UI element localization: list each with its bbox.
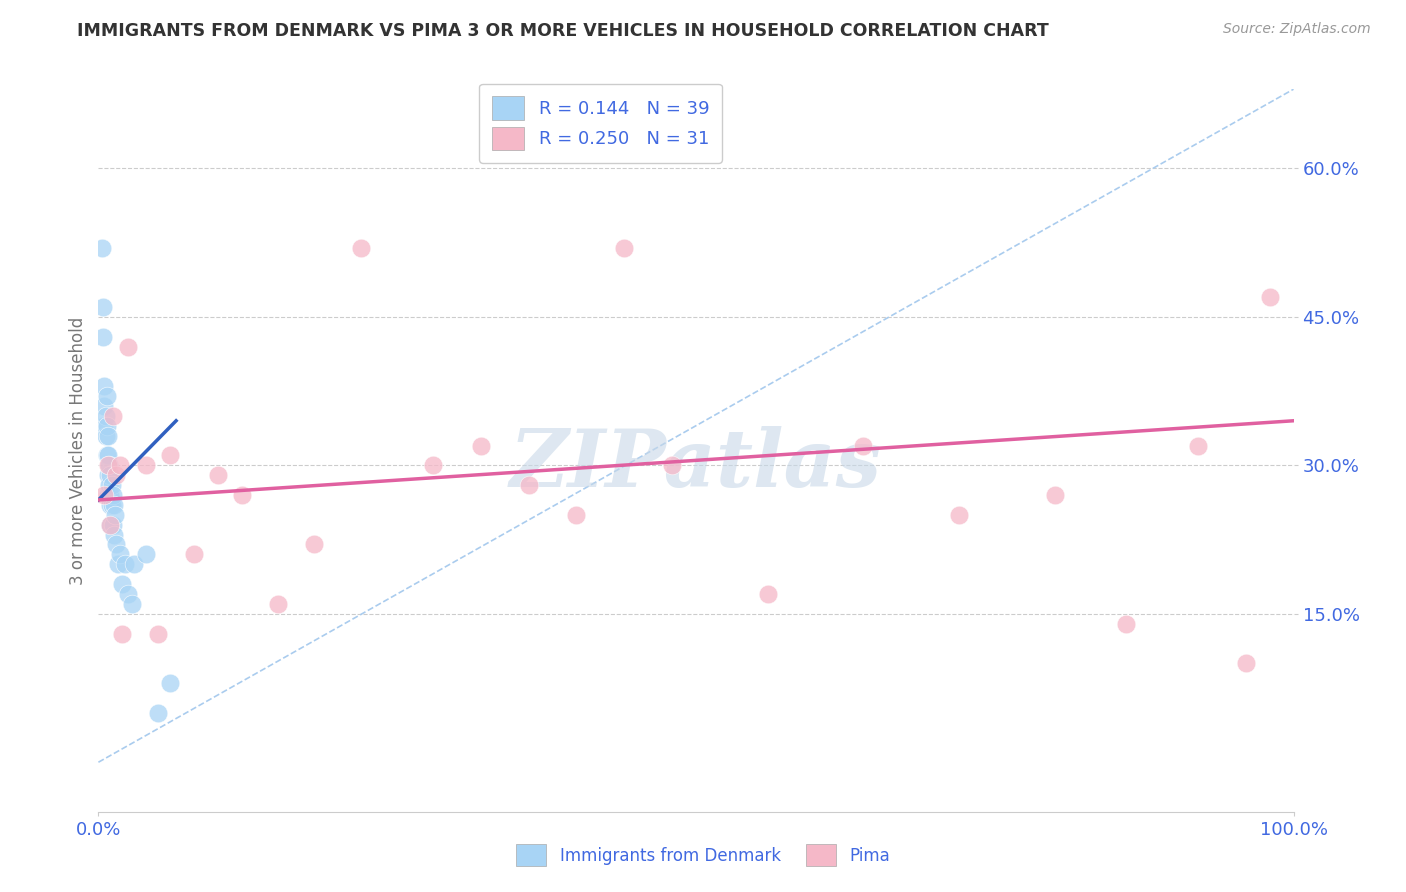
Point bbox=[96, 418, 118, 433]
Point bbox=[96, 389, 118, 403]
Point bbox=[97, 428, 120, 442]
Point bbox=[183, 548, 205, 562]
Point bbox=[94, 428, 117, 442]
Point bbox=[207, 468, 229, 483]
Point bbox=[948, 508, 970, 522]
Point bbox=[114, 558, 136, 572]
Point bbox=[1258, 290, 1281, 304]
Point bbox=[93, 488, 115, 502]
Text: IMMIGRANTS FROM DENMARK VS PIMA 3 OR MORE VEHICLES IN HOUSEHOLD CORRELATION CHAR: IMMIGRANTS FROM DENMARK VS PIMA 3 OR MOR… bbox=[77, 22, 1049, 40]
Point bbox=[98, 458, 121, 473]
Point bbox=[97, 488, 120, 502]
Point bbox=[104, 508, 127, 522]
Point bbox=[91, 300, 114, 314]
Point bbox=[124, 558, 146, 572]
Point bbox=[107, 558, 129, 572]
Point bbox=[91, 329, 114, 343]
Point bbox=[101, 488, 124, 502]
Point bbox=[100, 498, 122, 512]
Point bbox=[148, 706, 170, 720]
Point bbox=[97, 458, 120, 473]
Point bbox=[97, 449, 120, 463]
Point bbox=[1043, 488, 1066, 502]
Point bbox=[148, 626, 170, 640]
Point bbox=[105, 468, 128, 483]
Text: Source: ZipAtlas.com: Source: ZipAtlas.com bbox=[1223, 22, 1371, 37]
Y-axis label: 3 or more Vehicles in Household: 3 or more Vehicles in Household bbox=[69, 317, 87, 584]
Point bbox=[103, 498, 125, 512]
Point bbox=[108, 548, 131, 562]
Point bbox=[103, 527, 125, 541]
Point bbox=[96, 449, 118, 463]
Point bbox=[159, 676, 181, 690]
Point bbox=[422, 458, 444, 473]
Point bbox=[852, 438, 875, 452]
Point bbox=[1115, 616, 1137, 631]
Point bbox=[98, 517, 122, 532]
Point bbox=[159, 449, 181, 463]
Point bbox=[91, 241, 114, 255]
Point bbox=[302, 537, 325, 551]
Point bbox=[135, 458, 157, 473]
Point bbox=[93, 418, 115, 433]
Point bbox=[565, 508, 588, 522]
Point bbox=[93, 399, 115, 413]
Point bbox=[117, 587, 139, 601]
Point bbox=[661, 458, 683, 473]
Point bbox=[105, 537, 128, 551]
Point bbox=[93, 379, 115, 393]
Point bbox=[117, 339, 139, 353]
Point bbox=[100, 478, 122, 492]
Point bbox=[470, 438, 492, 452]
Point bbox=[350, 241, 373, 255]
Point bbox=[613, 241, 636, 255]
Point bbox=[98, 488, 122, 502]
Legend: Immigrants from Denmark, Pima: Immigrants from Denmark, Pima bbox=[503, 831, 903, 880]
Legend: R = 0.144   N = 39, R = 0.250   N = 31: R = 0.144 N = 39, R = 0.250 N = 31 bbox=[479, 84, 721, 162]
Point bbox=[98, 478, 121, 492]
Point bbox=[121, 597, 143, 611]
Point bbox=[231, 488, 253, 502]
Point bbox=[98, 517, 122, 532]
Point bbox=[111, 577, 134, 591]
Point bbox=[97, 468, 120, 483]
Point bbox=[101, 517, 124, 532]
Point bbox=[101, 409, 124, 423]
Point bbox=[1234, 657, 1257, 671]
Point bbox=[111, 626, 134, 640]
Point bbox=[108, 458, 131, 473]
Point bbox=[98, 468, 122, 483]
Point bbox=[517, 478, 540, 492]
Point bbox=[1187, 438, 1209, 452]
Point bbox=[267, 597, 290, 611]
Text: ZIPatlas: ZIPatlas bbox=[510, 426, 882, 504]
Point bbox=[756, 587, 779, 601]
Point bbox=[94, 409, 117, 423]
Point bbox=[135, 548, 157, 562]
Point bbox=[98, 498, 122, 512]
